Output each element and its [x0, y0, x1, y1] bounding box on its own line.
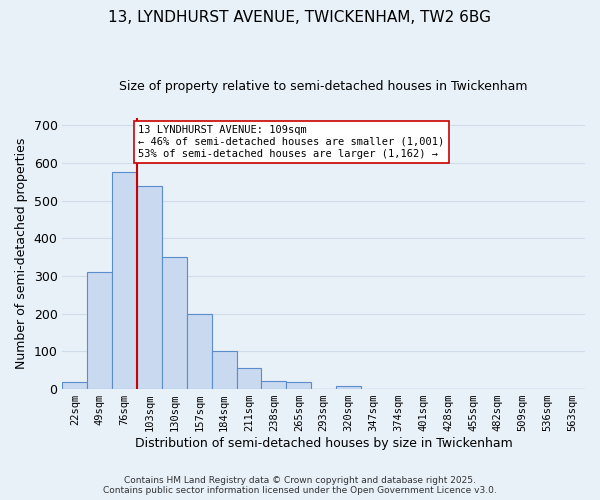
- Bar: [62, 382, 88, 389]
- Text: Contains HM Land Registry data © Crown copyright and database right 2025.
Contai: Contains HM Land Registry data © Crown c…: [103, 476, 497, 495]
- X-axis label: Distribution of semi-detached houses by size in Twickenham: Distribution of semi-detached houses by …: [135, 437, 512, 450]
- Text: 13, LYNDHURST AVENUE, TWICKENHAM, TW2 6BG: 13, LYNDHURST AVENUE, TWICKENHAM, TW2 6B…: [109, 10, 491, 25]
- Bar: [336, 386, 361, 389]
- Bar: [162, 257, 187, 389]
- Title: Size of property relative to semi-detached houses in Twickenham: Size of property relative to semi-detach…: [119, 80, 528, 93]
- Bar: [286, 382, 311, 389]
- Bar: [137, 186, 162, 389]
- Bar: [187, 314, 212, 389]
- Text: 13 LYNDHURST AVENUE: 109sqm
← 46% of semi-detached houses are smaller (1,001)
53: 13 LYNDHURST AVENUE: 109sqm ← 46% of sem…: [139, 126, 445, 158]
- Bar: [88, 272, 112, 389]
- Bar: [262, 381, 286, 389]
- Bar: [212, 352, 236, 389]
- Bar: [236, 368, 262, 389]
- Y-axis label: Number of semi-detached properties: Number of semi-detached properties: [15, 138, 28, 369]
- Bar: [112, 172, 137, 389]
